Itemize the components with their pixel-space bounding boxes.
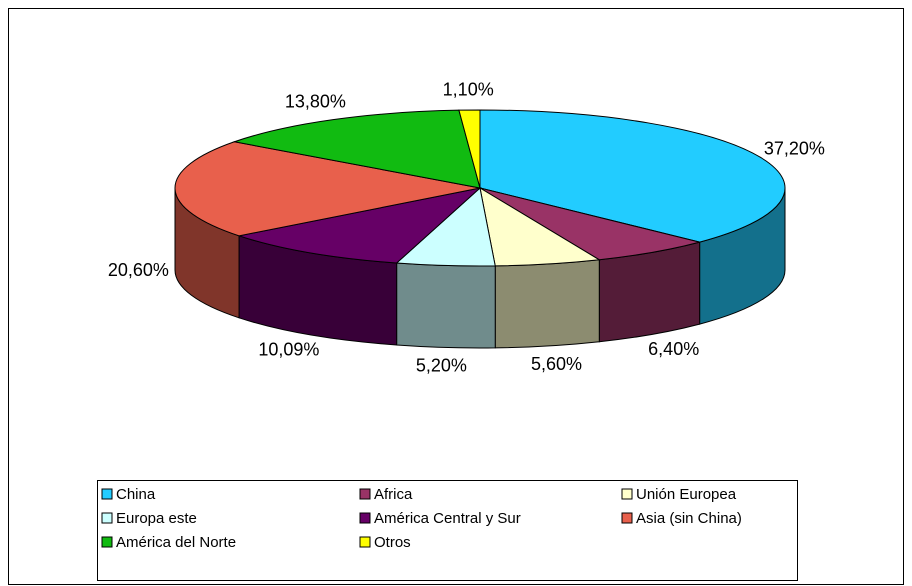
data-label: 10,09% xyxy=(258,340,319,360)
legend-swatch xyxy=(359,488,371,500)
legend-label: América del Norte xyxy=(116,534,236,551)
data-label: 13,80% xyxy=(285,91,346,111)
slice-top xyxy=(458,109,481,189)
legend-swatch xyxy=(359,512,371,524)
slice-top xyxy=(479,187,700,261)
legend-swatch xyxy=(101,488,113,500)
slice-side xyxy=(396,262,496,349)
data-label: 37,20% xyxy=(764,139,825,159)
slice-top xyxy=(232,109,481,189)
legend-label: Europa este xyxy=(116,510,197,527)
slice-side xyxy=(494,259,600,349)
legend-label: Unión Europea xyxy=(636,486,737,503)
legend-swatch xyxy=(359,536,371,548)
slice-top xyxy=(479,109,786,243)
legend-box xyxy=(97,480,798,581)
legend-swatch xyxy=(621,488,633,500)
data-label: 20,60% xyxy=(108,260,169,280)
legend-label: Africa xyxy=(374,486,413,503)
legend-label: Asia (sin China) xyxy=(636,510,742,527)
slice-top xyxy=(174,141,481,237)
legend-swatch xyxy=(101,536,113,548)
data-label: 6,40% xyxy=(648,339,699,359)
slice-top xyxy=(237,187,482,264)
data-label: 5,20% xyxy=(416,356,467,376)
data-label: 5,60% xyxy=(531,354,582,374)
data-label: 1,10% xyxy=(443,79,494,99)
legend-label: China xyxy=(116,486,156,503)
legend-swatch xyxy=(621,512,633,524)
legend-label: Otros xyxy=(374,534,411,551)
legend-swatch xyxy=(101,512,113,524)
legend-label: América Central y Sur xyxy=(374,510,521,527)
